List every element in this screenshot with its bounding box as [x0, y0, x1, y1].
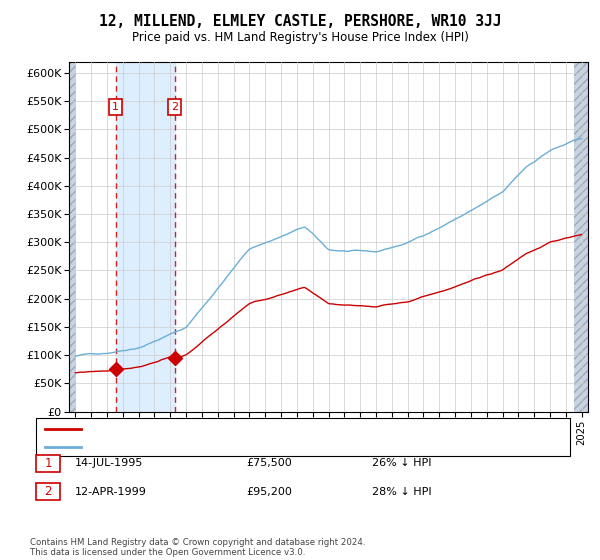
Text: 2: 2 — [44, 485, 52, 498]
Text: £75,500: £75,500 — [246, 458, 292, 468]
Text: 28% ↓ HPI: 28% ↓ HPI — [372, 487, 431, 497]
Text: 26% ↓ HPI: 26% ↓ HPI — [372, 458, 431, 468]
Bar — [67, 62, 76, 412]
Text: Price paid vs. HM Land Registry's House Price Index (HPI): Price paid vs. HM Land Registry's House … — [131, 31, 469, 44]
Text: 12, MILLEND, ELMLEY CASTLE, PERSHORE, WR10 3JJ (detached house): 12, MILLEND, ELMLEY CASTLE, PERSHORE, WR… — [87, 424, 437, 434]
Text: HPI: Average price, detached house, Wychavon: HPI: Average price, detached house, Wych… — [87, 442, 323, 452]
Bar — [116, 62, 175, 412]
Text: 2: 2 — [171, 102, 178, 112]
Text: 14-JUL-1995: 14-JUL-1995 — [75, 458, 143, 468]
Text: £95,200: £95,200 — [246, 487, 292, 497]
Text: 1: 1 — [112, 102, 119, 112]
Text: 12-APR-1999: 12-APR-1999 — [75, 487, 147, 497]
Text: 1: 1 — [44, 456, 52, 470]
Text: 12, MILLEND, ELMLEY CASTLE, PERSHORE, WR10 3JJ: 12, MILLEND, ELMLEY CASTLE, PERSHORE, WR… — [99, 14, 501, 29]
Text: Contains HM Land Registry data © Crown copyright and database right 2024.
This d: Contains HM Land Registry data © Crown c… — [30, 538, 365, 557]
Bar — [574, 62, 598, 412]
